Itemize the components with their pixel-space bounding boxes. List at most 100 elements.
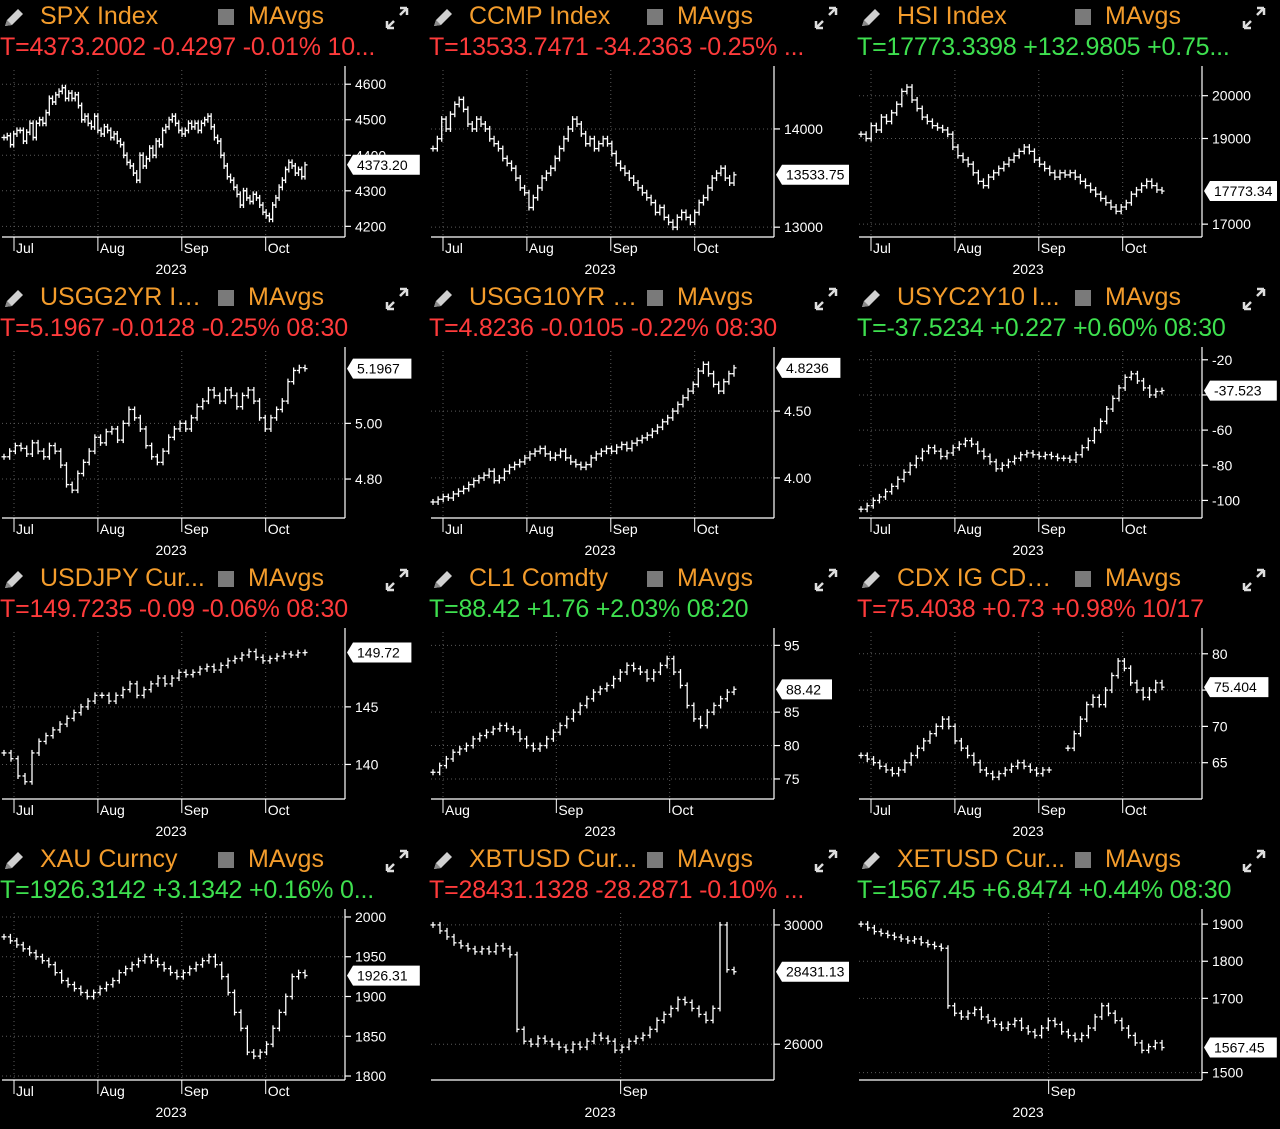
mavgs-checkbox-icon[interactable] [647, 571, 663, 587]
pencil-icon[interactable] [431, 288, 455, 310]
expand-icon[interactable] [384, 5, 410, 31]
pencil-icon[interactable] [859, 288, 883, 310]
expand-icon[interactable] [384, 848, 410, 874]
price-bar [537, 445, 543, 455]
price-bar [914, 96, 920, 112]
mavgs-label[interactable]: MAvgs [248, 845, 324, 873]
price-bar [504, 155, 510, 167]
price-bar [262, 414, 268, 432]
pencil-icon[interactable] [2, 850, 26, 872]
price-bar [302, 969, 308, 979]
price-bar [583, 130, 589, 147]
ticker-label[interactable]: XAU Curncy [40, 845, 178, 873]
price-bar [698, 715, 704, 729]
ticker-label[interactable]: XBTUSD Cur... [469, 845, 638, 873]
pencil-icon[interactable] [859, 850, 883, 872]
expand-icon[interactable] [1241, 286, 1267, 312]
expand-icon[interactable] [813, 848, 839, 874]
ticker-label[interactable]: USGG10YR I... [469, 283, 639, 311]
price-bar [1146, 687, 1152, 701]
pencil-icon[interactable] [859, 569, 883, 591]
mavgs-label[interactable]: MAvgs [248, 564, 324, 592]
mavgs-checkbox-icon[interactable] [1075, 9, 1091, 25]
mavgs-label[interactable]: MAvgs [1105, 283, 1181, 311]
mavgs-label[interactable]: MAvgs [677, 283, 753, 311]
expand-icon[interactable] [384, 567, 410, 593]
mavgs-checkbox-icon[interactable] [647, 290, 663, 306]
panel-header: CL1 Comdty MAvgs [429, 564, 855, 594]
price-bar [137, 414, 143, 432]
price-bar [1052, 169, 1058, 181]
mavgs-label[interactable]: MAvgs [248, 283, 324, 311]
price-bar [542, 445, 548, 457]
pencil-icon[interactable] [431, 569, 455, 591]
mavgs-label[interactable]: MAvgs [677, 564, 753, 592]
ticker-label[interactable]: CL1 Comdty [469, 564, 608, 592]
ticker-label[interactable]: CCMP Index [469, 2, 611, 30]
mavgs-label[interactable]: MAvgs [677, 845, 753, 873]
ticker-label[interactable]: SPX Index [40, 2, 159, 30]
expand-icon[interactable] [1241, 567, 1267, 593]
y-tick-label: 65 [1212, 755, 1228, 771]
ticker-label[interactable]: HSI Index [897, 2, 1007, 30]
mavgs-checkbox-icon[interactable] [647, 852, 663, 868]
panel-header: USGG2YR In... MAvgs [0, 283, 426, 313]
pencil-icon[interactable] [2, 7, 26, 29]
price-bar [624, 662, 630, 676]
price-bar [962, 437, 968, 448]
price-bar [537, 742, 543, 752]
price-bar [486, 468, 492, 479]
price-bar [996, 770, 1002, 781]
price-bar [1077, 716, 1083, 737]
pencil-icon[interactable] [859, 7, 883, 29]
pencil-icon[interactable] [2, 288, 26, 310]
price-bar [521, 1026, 527, 1045]
expand-icon[interactable] [1241, 848, 1267, 874]
price-bar [1065, 1028, 1071, 1039]
mavgs-label[interactable]: MAvgs [1105, 845, 1181, 873]
price-bar [577, 1041, 583, 1051]
price-bar [978, 1006, 984, 1020]
expand-icon[interactable] [384, 286, 410, 312]
pencil-icon[interactable] [2, 569, 26, 591]
pencil-icon[interactable] [431, 7, 455, 29]
mavgs-label[interactable]: MAvgs [1105, 564, 1181, 592]
expand-icon[interactable] [813, 286, 839, 312]
ticker-label[interactable]: USGG2YR In... [40, 283, 210, 311]
expand-icon[interactable] [1241, 5, 1267, 31]
price-bar [883, 763, 889, 773]
mavgs-checkbox-icon[interactable] [1075, 571, 1091, 587]
price-bar [1099, 1002, 1105, 1020]
price-bar [591, 1032, 597, 1045]
ticker-label[interactable]: CDX IG CDSI... [897, 564, 1067, 592]
mavgs-checkbox-icon[interactable] [218, 9, 234, 25]
price-bar [863, 131, 869, 142]
pencil-icon[interactable] [431, 850, 455, 872]
price-bar [1103, 195, 1109, 206]
x-tick-label: Jul [873, 521, 891, 537]
ticker-label[interactable]: USDJPY Cur... [40, 564, 205, 592]
x-tick-label: Oct [1125, 240, 1147, 256]
price-bar [512, 461, 518, 471]
mavgs-checkbox-icon[interactable] [218, 571, 234, 587]
price-bar [981, 448, 987, 460]
price-bar [683, 209, 689, 221]
mavgs-checkbox-icon[interactable] [218, 852, 234, 868]
mavgs-label[interactable]: MAvgs [1105, 2, 1181, 30]
mavgs-checkbox-icon[interactable] [218, 290, 234, 306]
price-bar [84, 989, 90, 1000]
price-bar [1118, 204, 1124, 215]
mavgs-checkbox-icon[interactable] [647, 9, 663, 25]
mavgs-checkbox-icon[interactable] [1075, 852, 1091, 868]
mavgs-label[interactable]: MAvgs [248, 2, 324, 30]
mavgs-label[interactable]: MAvgs [677, 2, 753, 30]
ticker-label[interactable]: XETUSD Cur... [897, 845, 1066, 873]
ticker-label[interactable]: USYC2Y10 I... [897, 283, 1060, 311]
expand-icon[interactable] [813, 5, 839, 31]
mavgs-checkbox-icon[interactable] [1075, 290, 1091, 306]
y-tick-label: 1900 [1212, 916, 1243, 932]
expand-icon[interactable] [813, 567, 839, 593]
current-value-label: 13533.75 [786, 167, 845, 183]
price-bar [1139, 1039, 1145, 1054]
price-bar [1065, 745, 1071, 752]
